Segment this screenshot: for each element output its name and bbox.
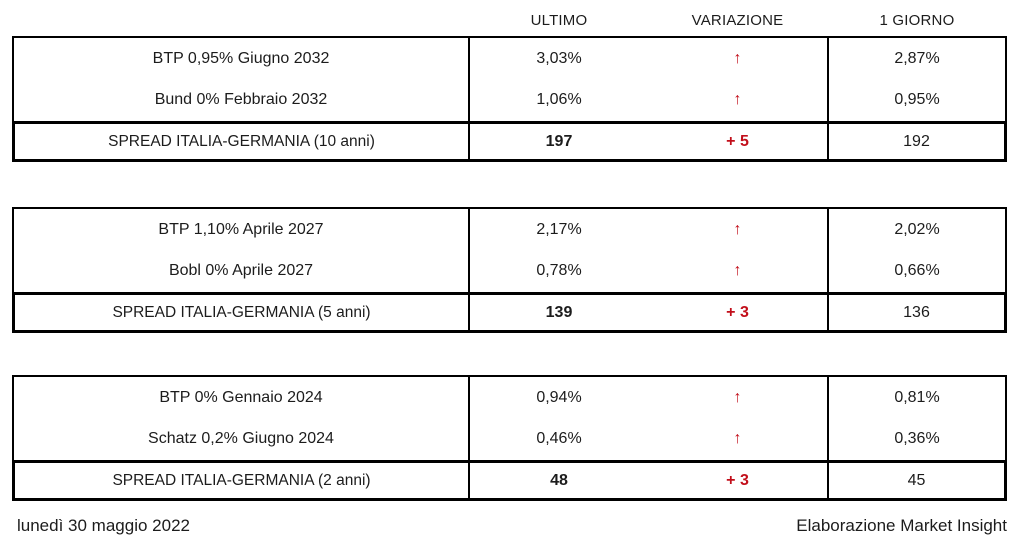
spread-1giorno-value: 192 [827, 124, 1004, 159]
spread-variazione-value: + 3 [726, 471, 749, 489]
variazione-cell: ↑ ↑ [648, 36, 827, 121]
spread-block-5-anni: BTP 1,10% Aprile 2027 Bobl 0% Aprile 202… [12, 207, 1007, 333]
bond-label: Bund 0% Febbraio 2032 [154, 91, 328, 109]
yield-rows-box: BTP 0% Gennaio 2024 Schatz 0,2% Giugno 2… [12, 375, 1007, 460]
spread-1giorno-value: 45 [827, 463, 1004, 498]
spread-label: SPREAD ITALIA-GERMANIA (5 anni) [15, 295, 470, 330]
bond-label: Schatz 0,2% Giugno 2024 [148, 430, 334, 448]
1giorno-value: 0,95% [894, 91, 940, 109]
up-arrow-icon: ↑ [733, 49, 742, 67]
bond-label: BTP 0% Gennaio 2024 [159, 388, 323, 406]
column-header-row: ULTIMO VARIAZIONE 1 GIORNO [12, 0, 1007, 36]
1giorno-cell: 2,02% 0,66% [827, 207, 1007, 292]
spread-label: SPREAD ITALIA-GERMANIA (2 anni) [15, 463, 470, 498]
up-arrow-icon: ↑ [733, 262, 742, 280]
ultimo-cell: 2,17% 0,78% [470, 207, 648, 292]
block-gap [12, 162, 1007, 207]
ultimo-cell: 3,03% 1,06% [470, 36, 648, 121]
up-arrow-icon: ↑ [733, 220, 742, 238]
bond-label: BTP 0,95% Giugno 2032 [152, 49, 330, 67]
spread-row: SPREAD ITALIA-GERMANIA (5 anni) 139 + 3 … [12, 292, 1007, 333]
yield-rows-box: BTP 0,95% Giugno 2032 Bund 0% Febbraio 2… [12, 36, 1007, 121]
bond-label: Bobl 0% Aprile 2027 [168, 262, 314, 280]
report-credit: Elaborazione Market Insight [796, 516, 1007, 535]
spread-ultimo-value: 139 [545, 303, 573, 321]
bond-label-cell: BTP 0% Gennaio 2024 Schatz 0,2% Giugno 2… [12, 375, 470, 460]
ultimo-value: 2,17% [536, 220, 582, 238]
1giorno-cell: 2,87% 0,95% [827, 36, 1007, 121]
column-header-1giorno: 1 GIORNO [879, 12, 955, 29]
1giorno-value: 2,02% [894, 220, 940, 238]
report-date: lunedì 30 maggio 2022 [17, 516, 190, 535]
spread-ultimo-value: 48 [550, 471, 568, 489]
ultimo-value: 0,78% [536, 262, 582, 280]
ultimo-value: 0,46% [536, 430, 582, 448]
variazione-cell: ↑ ↑ [648, 207, 827, 292]
block-gap [12, 333, 1007, 375]
spread-row: SPREAD ITALIA-GERMANIA (2 anni) 48 + 3 4… [12, 460, 1007, 501]
spread-row: SPREAD ITALIA-GERMANIA (10 anni) 197 + 5… [12, 121, 1007, 162]
up-arrow-icon: ↑ [733, 388, 742, 406]
bond-label-cell: BTP 1,10% Aprile 2027 Bobl 0% Aprile 202… [12, 207, 470, 292]
bond-label: BTP 1,10% Aprile 2027 [158, 220, 324, 238]
spread-variazione-value: + 5 [726, 132, 749, 150]
1giorno-value: 0,81% [894, 388, 940, 406]
spread-label: SPREAD ITALIA-GERMANIA (10 anni) [15, 124, 470, 159]
spread-1giorno-value: 136 [827, 295, 1004, 330]
spread-block-10-anni: BTP 0,95% Giugno 2032 Bund 0% Febbraio 2… [12, 36, 1007, 162]
bond-label-cell: BTP 0,95% Giugno 2032 Bund 0% Febbraio 2… [12, 36, 470, 121]
spread-ultimo-value: 197 [545, 132, 573, 150]
yield-rows-box: BTP 1,10% Aprile 2027 Bobl 0% Aprile 202… [12, 207, 1007, 292]
ultimo-value: 1,06% [536, 91, 582, 109]
footer: lunedì 30 maggio 2022 Elaborazione Marke… [12, 516, 1007, 536]
up-arrow-icon: ↑ [733, 430, 742, 448]
spread-report-table: ULTIMO VARIAZIONE 1 GIORNO BTP 0,95% Giu… [12, 0, 1007, 536]
spread-variazione-value: + 3 [726, 303, 749, 321]
spread-block-2-anni: BTP 0% Gennaio 2024 Schatz 0,2% Giugno 2… [12, 375, 1007, 501]
variazione-cell: ↑ ↑ [648, 375, 827, 460]
1giorno-value: 0,66% [894, 262, 940, 280]
1giorno-value: 0,36% [894, 430, 940, 448]
ultimo-value: 0,94% [536, 388, 582, 406]
1giorno-cell: 0,81% 0,36% [827, 375, 1007, 460]
up-arrow-icon: ↑ [733, 91, 742, 109]
column-header-ultimo: ULTIMO [530, 12, 588, 29]
1giorno-value: 2,87% [894, 49, 940, 67]
ultimo-value: 3,03% [536, 49, 582, 67]
column-header-variazione: VARIAZIONE [691, 12, 784, 29]
header-spacer [12, 0, 470, 36]
ultimo-cell: 0,94% 0,46% [470, 375, 648, 460]
